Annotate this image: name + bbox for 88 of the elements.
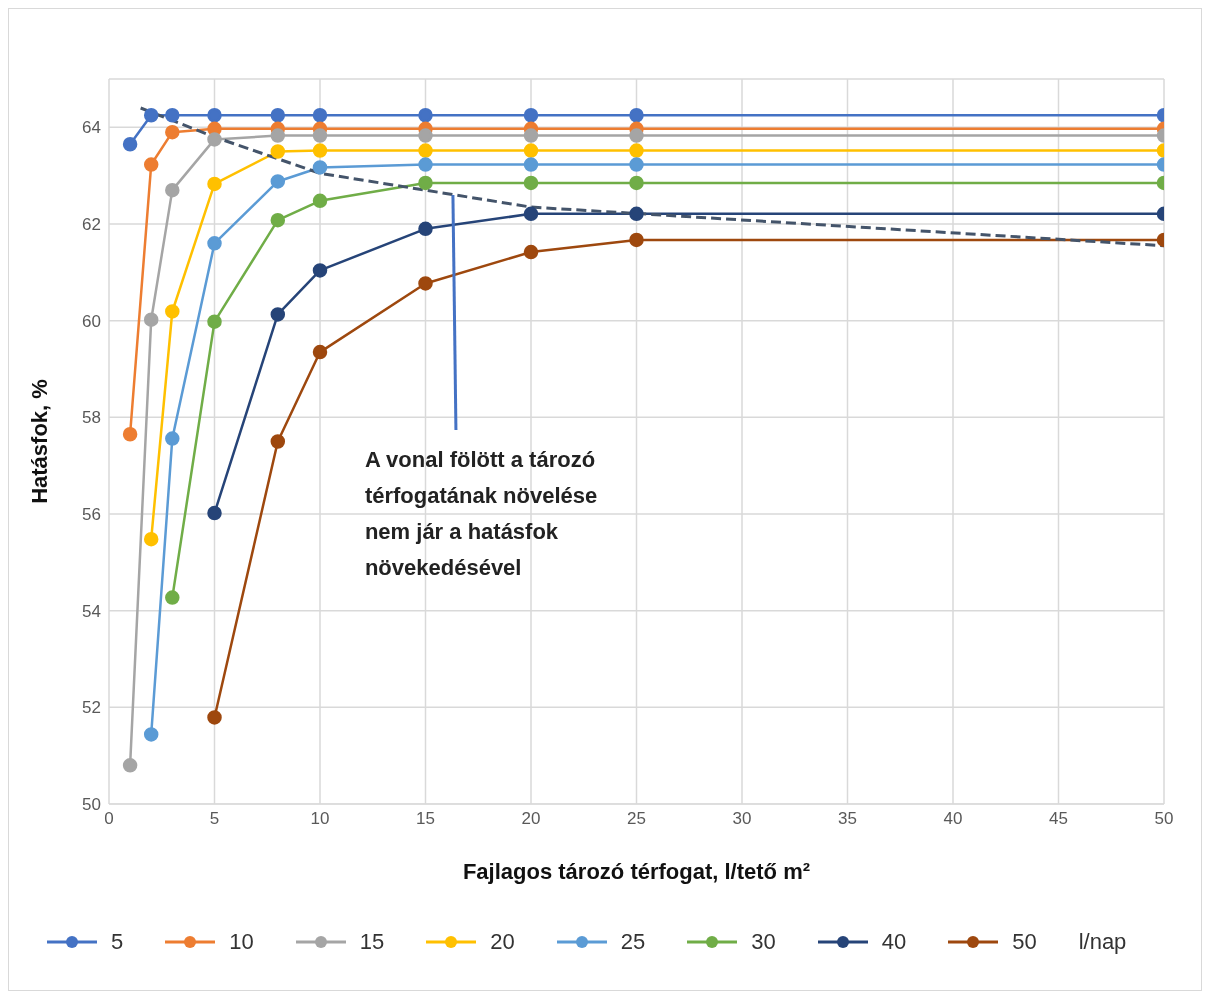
- point: [418, 175, 433, 191]
- y-axis-title: Hatásfok, %: [26, 379, 52, 504]
- legend-label: 30: [751, 929, 776, 955]
- point: [165, 108, 180, 123]
- point: [207, 236, 222, 251]
- point: [629, 232, 644, 248]
- point: [207, 132, 222, 147]
- point: [143, 727, 159, 742]
- point: [165, 590, 180, 605]
- point: [270, 307, 286, 322]
- point: [418, 157, 433, 172]
- point: [207, 710, 222, 725]
- point: [523, 206, 539, 222]
- legend-label: 50: [1012, 929, 1037, 955]
- point: [523, 157, 539, 172]
- point: [312, 108, 328, 123]
- point: [122, 758, 138, 773]
- x-axis-title: Fajlagos tározó térfogat, l/tető m²: [462, 859, 811, 884]
- x-tick-label: 10: [310, 809, 330, 829]
- point: [143, 108, 159, 123]
- y-tick-label: 64: [82, 118, 101, 138]
- point: [418, 128, 433, 143]
- x-tick-label: 50: [1154, 809, 1174, 829]
- x-tick-label: 20: [521, 809, 541, 829]
- y-tick-label: 60: [82, 311, 101, 331]
- y-tick-label: 58: [82, 408, 101, 428]
- point: [207, 505, 222, 521]
- point: [165, 124, 180, 140]
- y-tick-label: 52: [82, 698, 101, 718]
- y-tick-label: 56: [82, 505, 101, 525]
- point: [629, 175, 644, 191]
- point: [312, 344, 328, 360]
- point: [143, 157, 159, 172]
- legend-label: 5: [111, 929, 124, 955]
- x-tick-label: 5: [209, 809, 220, 829]
- line-series: [139, 106, 1164, 248]
- point: [207, 176, 222, 192]
- y-tick-label: 50: [82, 795, 101, 815]
- point: [122, 137, 138, 152]
- legend-label: 10: [229, 929, 254, 955]
- legend-label: 40: [881, 929, 907, 955]
- point: [270, 144, 286, 159]
- point: [523, 108, 539, 123]
- x-tick-label: 0: [104, 809, 114, 829]
- y-tick-label: 62: [82, 215, 101, 235]
- legend-label: 15: [359, 929, 385, 955]
- point: [207, 108, 222, 123]
- annotation: A vonal fölött a tározó térfogatának növelése nem jár a hatásfok növekedésével: [364, 447, 598, 580]
- point: [312, 143, 328, 158]
- point: [143, 531, 159, 547]
- point: [270, 434, 286, 449]
- x-tick-label: 35: [838, 809, 857, 829]
- y-tick-label: 54: [82, 601, 101, 621]
- legend-label: 20: [490, 929, 515, 955]
- point: [629, 108, 644, 123]
- point: [165, 431, 180, 446]
- point: [312, 263, 328, 278]
- x-tick-label: 30: [732, 809, 752, 829]
- point: [165, 182, 180, 198]
- point: [418, 108, 433, 123]
- x-tick-label: 40: [943, 809, 963, 829]
- x-tick-label: 25: [627, 809, 646, 829]
- legend-label: 25: [620, 929, 646, 955]
- point: [523, 128, 539, 143]
- point: [523, 143, 539, 158]
- point: [523, 244, 539, 260]
- point: [207, 314, 222, 329]
- point: [270, 108, 286, 123]
- point: [312, 193, 328, 209]
- x-tick-label: 45: [1049, 809, 1068, 829]
- point: [418, 143, 433, 158]
- point: [270, 174, 286, 189]
- point: [312, 160, 328, 175]
- legend-title: l/nap: [1078, 929, 1127, 955]
- point: [418, 221, 433, 237]
- x-tick-label: 15: [416, 809, 435, 829]
- point: [629, 157, 644, 172]
- point: [122, 427, 138, 442]
- point: [270, 128, 286, 143]
- point: [629, 206, 644, 222]
- point: [165, 304, 180, 319]
- point: [418, 276, 433, 291]
- point: [270, 212, 286, 228]
- point: [629, 143, 644, 158]
- point: [312, 128, 328, 143]
- point: [523, 175, 539, 191]
- point: [629, 128, 644, 143]
- point: [143, 312, 159, 327]
